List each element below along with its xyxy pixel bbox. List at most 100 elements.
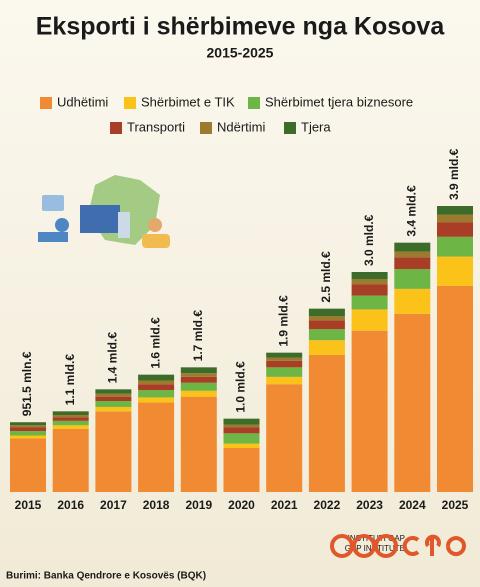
x-tick-label: 2018 [143, 498, 170, 512]
bar-segment [95, 396, 132, 402]
bar-segment [437, 285, 473, 492]
bar-segment [95, 406, 132, 412]
bar-segment [52, 425, 89, 429]
bar-segment [95, 411, 132, 492]
bar-segment [351, 279, 388, 285]
total-label: 1.1 mld.€ [63, 354, 77, 406]
legend-label: Tjera [301, 119, 331, 134]
bar-segment [180, 390, 217, 397]
bar-segment [52, 417, 89, 421]
bar-segment [180, 382, 217, 391]
total-label: 1.6 mld.€ [148, 317, 162, 369]
bar-segment [266, 352, 303, 358]
x-tick-label: 2025 [442, 498, 469, 512]
bar-segment [223, 433, 260, 444]
x-tick-label: 2022 [314, 498, 341, 512]
bar-segment [95, 401, 132, 407]
bar-segment [351, 284, 388, 296]
logo: INSTITUTI GAP GAP INSTITUTE [330, 534, 466, 558]
bar-segment [10, 427, 46, 432]
legend-label: Transporti [127, 119, 185, 134]
total-label: 951.5 mln.€ [20, 351, 34, 416]
bar-segment [351, 309, 388, 331]
total-label: 3.4 mld.€ [404, 185, 418, 237]
total-label: 3.0 mld.€ [362, 214, 376, 266]
bar-segment [437, 206, 473, 215]
bar-segment [180, 367, 217, 374]
legend-label: Shërbimet tjera biznesore [265, 94, 413, 109]
bar-segment [95, 389, 132, 394]
total-label: 1.0 mld.€ [234, 361, 248, 413]
legend-label: Udhëtimi [57, 94, 108, 109]
bar-segment [437, 222, 473, 237]
legend-swatch [40, 97, 52, 109]
bar-segment [180, 373, 217, 377]
source: Burimi: Banka Qendrore e Kosovës (BQK) [6, 571, 206, 582]
total-label: 1.7 mld.€ [191, 310, 205, 362]
total-label: 3.9 mld.€ [447, 148, 461, 200]
x-tick-label: 2019 [185, 498, 212, 512]
bar-segment [308, 329, 345, 341]
bar-segment [266, 357, 303, 361]
bar-segment [394, 313, 431, 492]
bar-segment [394, 269, 431, 289]
bar-segment [437, 256, 473, 286]
bar-segment [138, 390, 175, 398]
total-label: 1.4 mld.€ [106, 332, 120, 384]
legend-swatch [124, 97, 136, 109]
legend-swatch [110, 122, 122, 134]
bar-segment [394, 288, 431, 314]
x-tick-label: 2023 [356, 498, 383, 512]
bar-segment [10, 422, 46, 426]
x-tick-label: 2024 [399, 498, 426, 512]
bar-segment [138, 384, 175, 391]
chart-title: Eksporti i shërbimeve nga Kosova [36, 13, 446, 41]
bar-segment [394, 251, 431, 258]
logo-text: INSTITUTI GAP [348, 534, 405, 543]
bar-segment [223, 424, 260, 428]
bar-segment [394, 257, 431, 270]
legend-swatch [200, 122, 212, 134]
x-tick-label: 2016 [57, 498, 84, 512]
bar-segment [437, 214, 473, 223]
bar-segment [394, 242, 431, 252]
total-label: 2.5 mld.€ [319, 251, 333, 303]
x-tick-label: 2017 [100, 498, 127, 512]
bar-segment [138, 380, 175, 385]
legend-swatch [248, 97, 260, 109]
x-tick-label: 2015 [15, 498, 42, 512]
bar-segment [10, 431, 46, 436]
bar-segment [223, 443, 260, 448]
bar-segment [308, 354, 345, 492]
bar-segment [138, 402, 175, 492]
bar-segment [180, 396, 217, 492]
bar-segment [351, 330, 388, 492]
legend-label: Shërbimet e TIK [141, 94, 235, 109]
bar-segment [308, 320, 345, 330]
legend-label: Ndërtimi [217, 119, 266, 134]
bar-segment [10, 435, 46, 439]
bar-segment [351, 272, 388, 280]
bar-segment [52, 420, 89, 426]
bar-segment [138, 374, 175, 381]
bar-segment [266, 384, 303, 492]
bar-segment [351, 295, 388, 310]
bar-segment [308, 308, 345, 316]
bar-segment [266, 367, 303, 377]
illustration [38, 175, 170, 248]
x-tick-label: 2021 [271, 498, 298, 512]
bar-segment [180, 376, 217, 383]
bar-segment [308, 316, 345, 321]
bar-segment [223, 427, 260, 434]
x-tick-label: 2020 [228, 498, 255, 512]
legend-swatch [284, 122, 296, 134]
bar-segment [266, 376, 303, 385]
bar-segment [52, 411, 89, 415]
bar-segment [52, 415, 89, 418]
total-label: 1.9 mld.€ [276, 295, 290, 347]
chart-subtitle: 2015-2025 [207, 45, 274, 61]
bar-segment [52, 428, 89, 492]
bar-segment [266, 360, 303, 368]
bar-segment [10, 438, 46, 492]
